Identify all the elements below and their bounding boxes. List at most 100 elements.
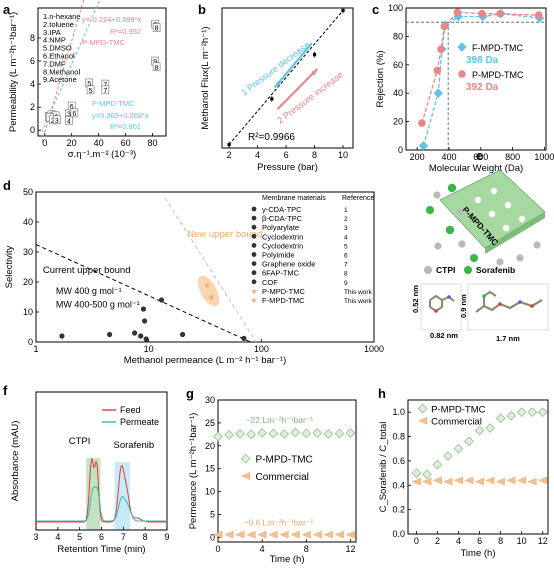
panel-b-y-axis-title: Methanol Flux(L m⁻²h⁻¹)	[200, 26, 211, 129]
panel-c-ytick-label: 0	[398, 145, 403, 155]
panel-label-h: h	[378, 386, 386, 401]
panel-d-legend-ref: 3	[344, 225, 348, 232]
panel-b-point	[312, 53, 317, 57]
panel-d-literature-point	[106, 331, 113, 338]
panel-a-xtick-label: 0	[42, 138, 47, 148]
panel-h-y-axis-title: C_Sorafenib / C_total	[378, 422, 389, 513]
panel-g-point-p	[334, 428, 345, 439]
panel-h-point-commercial	[495, 477, 506, 486]
panel-c-point	[418, 119, 426, 127]
panel-d-xtick-label: 1	[33, 344, 38, 354]
panel-a-xtick-label: 20	[67, 138, 77, 148]
panel-c-x-axis-title: Molecular Weight (Da)	[429, 163, 523, 174]
panel-d-xtick-label: 1000	[364, 344, 384, 354]
panel-h-point-p	[537, 407, 548, 417]
panel-h-point-commercial	[422, 477, 432, 486]
panel-h-point-p	[474, 425, 485, 436]
panel-g-point-commercial	[290, 530, 300, 539]
panel-h-ytick-label: 0.0	[392, 529, 405, 539]
panel-g-annot-top: ~22 Lm⁻²h⁻¹bar⁻¹	[246, 415, 314, 425]
panel-g-point-p	[345, 428, 356, 438]
panel-a-point-label: 9	[153, 59, 157, 66]
panel-d-literature-point	[241, 335, 247, 341]
panel-d-ytick-label: 30	[23, 247, 33, 257]
sorafenib-legend-marker	[464, 266, 472, 274]
panel-c-point	[433, 66, 442, 75]
panel-d-legend-name: COF	[262, 278, 278, 287]
panel-h-point-p	[422, 469, 432, 480]
panel-a-ytick-label: 2	[30, 102, 35, 112]
panel-a-point-box	[65, 116, 73, 125]
panel-d-legend-marker	[251, 224, 257, 230]
panel-a-point-label: 7	[103, 88, 107, 95]
panel-h-point-p	[453, 443, 464, 454]
panel-c-ytick-label: 100	[388, 3, 403, 13]
ctpi-legend-label: CTPI	[436, 265, 455, 275]
panel-d-legend-marker	[251, 206, 257, 212]
panel-d-literature-point	[131, 330, 138, 336]
panel-g-point-p	[257, 428, 267, 438]
ctpi-legend-marker	[424, 266, 432, 274]
panel-d-legend-name: Graphene oxide	[262, 260, 315, 269]
panel-a-ytick-label: 6	[30, 56, 35, 66]
panel-h-point-commercial	[411, 477, 421, 486]
panel-d-legend-ref: 7	[344, 262, 348, 269]
panel-a-point-label: 2	[51, 118, 55, 125]
panel-g-point-p	[213, 431, 223, 442]
panel-f-xtick-label: 3	[33, 532, 38, 542]
panel-h-ytick-label: 0.8	[392, 432, 405, 442]
panel-h-point-commercial	[516, 476, 527, 485]
panel-c-point	[496, 9, 504, 18]
panel-d-ytick-label: 20	[23, 277, 33, 287]
panel-g-point-p	[323, 429, 334, 439]
panel-f-annot-ctpi: CTPI	[69, 436, 91, 447]
panel-d-frame	[35, 191, 375, 343]
panel-d-new-bound	[164, 197, 257, 343]
panel-d-legend-ref: 8	[344, 271, 348, 278]
panel-c-xtick-label: 800	[505, 152, 520, 162]
panel-g-point-p	[235, 429, 245, 439]
panel-a-point-label: 6	[70, 104, 74, 111]
panel-g-point-commercial	[301, 530, 311, 539]
solvent-legend-item: 5.DMSO	[43, 44, 72, 53]
panel-g-ytick-label: 10	[205, 487, 215, 497]
panel-b-arrowhead-increase	[311, 68, 318, 76]
panel-g-ytick-label: 20	[205, 441, 215, 451]
panel-label-b: b	[198, 2, 206, 17]
panel-f-legend-permeate: Permeate	[120, 417, 159, 427]
panel-label-d: d	[3, 178, 11, 193]
panel-h-point-p	[443, 451, 453, 461]
panel-f-legend-feed: Feed	[120, 405, 141, 415]
panel-g-legend-marker-p	[240, 453, 251, 464]
panel-h-ytick-label: 0.4	[392, 480, 405, 490]
panel-b-frame	[221, 7, 354, 149]
panel-h-x-axis-title: Time (h)	[460, 548, 495, 559]
panel-a-y-axis-title: Permeability (L m⁻²h⁻¹bar⁻¹)	[8, 12, 19, 132]
panel-label-c: c	[372, 2, 379, 17]
panel-c-xtick-label: 1000	[534, 152, 554, 162]
panel-h-ytick-label: 0.6	[392, 456, 405, 466]
panel-label-a: a	[3, 2, 11, 17]
panel-d-legend-ref: 5	[344, 243, 348, 250]
panel-b-xtick-label: 4	[255, 150, 260, 160]
panel-h-point-p	[485, 423, 495, 433]
panel-c-point	[433, 88, 443, 98]
sorafenib-height-label: 0.9 nm	[459, 294, 468, 318]
solvent-legend-item: 2.toluene	[43, 20, 74, 29]
panel-c-cutoff-f: 398 Da	[466, 55, 499, 66]
molecule-spheres	[426, 183, 541, 266]
panel-a-series-p: P-MPD-TMC	[82, 38, 125, 47]
panel-g-point-p	[301, 428, 312, 439]
panel-d-legend-name: Cyclodextrin	[262, 241, 303, 250]
solvent-legend-item: 8.Methanol	[43, 67, 80, 76]
panel-a-xtick-label: 60	[121, 138, 131, 148]
sorafenib-legend-label: Sorafenib	[476, 265, 515, 275]
panel-d-legend-name: Polyimide	[262, 251, 295, 260]
membrane-sheet: P-MPD-TMC	[439, 169, 546, 254]
panel-d-literature-point	[59, 333, 65, 339]
panel-h-point-commercial	[453, 476, 463, 485]
panel-d-literature-point	[179, 331, 186, 338]
ctpi-height-label: 0.52 nm	[411, 285, 420, 313]
panel-d-legend-ref: 1	[344, 207, 348, 214]
panel-a-ytick-label: 0	[30, 125, 35, 135]
